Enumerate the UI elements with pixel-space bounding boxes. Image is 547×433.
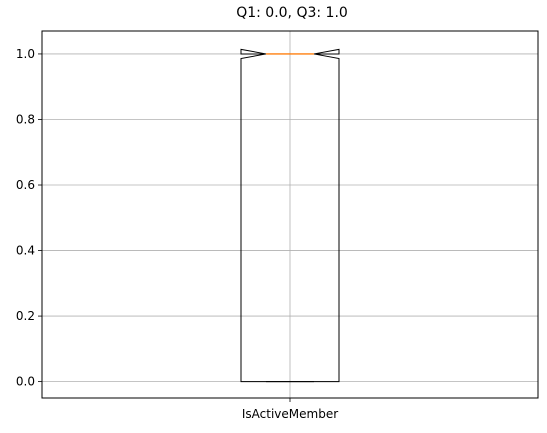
box-body <box>240 48 340 383</box>
y-tick-label: 0.4 <box>16 244 35 258</box>
y-tick-label: 0.6 <box>16 178 35 192</box>
box-series <box>240 48 340 383</box>
y-tick-label: 0.0 <box>16 375 35 389</box>
y-tick-label: 0.2 <box>16 309 35 323</box>
x-tick-label: IsActiveMember <box>242 407 338 421</box>
chart-title: Q1: 0.0, Q3: 1.0 <box>236 5 348 21</box>
y-tick-label: 0.8 <box>16 112 35 126</box>
y-tick-label: 1.0 <box>16 47 35 61</box>
axes: 0.0 0.2 0.4 0.6 0.8 1.0 IsActiveMember <box>16 47 338 421</box>
